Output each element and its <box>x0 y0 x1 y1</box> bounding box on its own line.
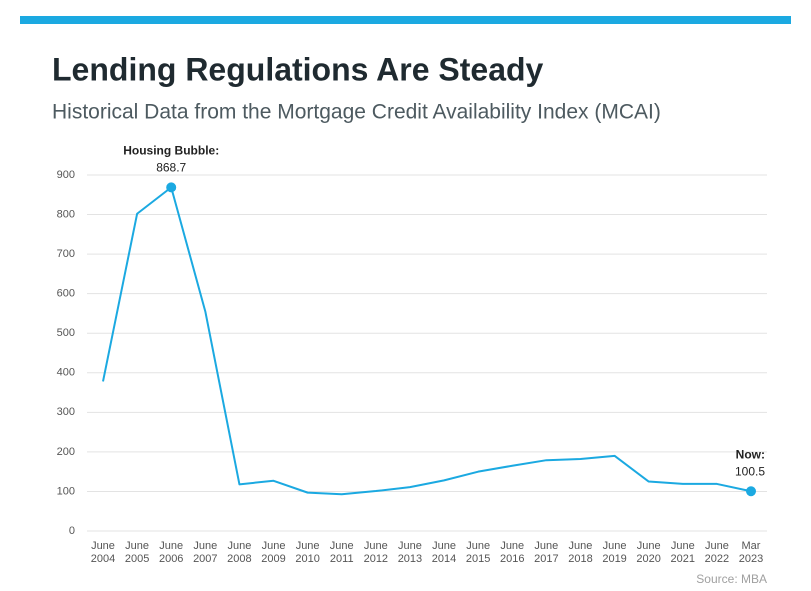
x-tick-label: June 2005 <box>124 540 150 565</box>
y-tick-label: 600 <box>57 288 75 300</box>
x-tick-label: June 2012 <box>363 540 389 565</box>
x-tick-label: June 2014 <box>431 540 457 565</box>
x-tick-label: Mar 2023 <box>738 540 764 565</box>
y-tick-label: 700 <box>57 248 75 260</box>
y-tick-label: 300 <box>57 406 75 418</box>
x-tick-label: June 2020 <box>636 540 661 565</box>
x-tick-label: June 2016 <box>500 540 525 565</box>
x-tick-label: June 2007 <box>193 540 218 565</box>
line <box>102 186 752 496</box>
y-tick-label: 200 <box>57 446 75 458</box>
x-tick-label: June 2004 <box>90 540 116 565</box>
x-tick-label: June 2011 <box>329 540 354 565</box>
y-tick-label: 100 <box>57 485 75 497</box>
annotation-label: Now: <box>736 447 765 461</box>
x-tick-label: June 2019 <box>602 540 627 565</box>
x-tick-label: June 2009 <box>261 540 286 565</box>
annotation-label: Housing Bubble: <box>123 144 219 158</box>
x-tick-label: June 2022 <box>704 540 730 565</box>
x-tick-label: June 2008 <box>227 540 252 565</box>
y-tick-label: 900 <box>57 169 75 181</box>
x-tick-label: June 2021 <box>670 540 696 565</box>
x-tick-label: June 2010 <box>295 540 320 565</box>
y-tick-label: 400 <box>57 367 75 379</box>
y-tick-label: 500 <box>57 327 75 339</box>
point-marker <box>746 486 756 497</box>
x-tick-label: June 2017 <box>534 540 559 565</box>
y-tick-label: 0 <box>69 525 75 537</box>
x-tick-label: June 2006 <box>158 540 184 565</box>
value-label: 868.7 <box>156 161 186 175</box>
value-label: 100.5 <box>735 464 765 478</box>
x-tick-label: June 2018 <box>568 540 593 565</box>
source: Source: MBA <box>696 572 767 586</box>
top-bar <box>20 16 791 24</box>
point-marker <box>166 182 177 193</box>
y-tick-label: 800 <box>57 208 75 220</box>
chart-subtitle: Historical Data from the Mortgage Credit… <box>52 101 661 124</box>
x-tick-label: June 2013 <box>397 540 423 565</box>
chart-title: Lending Regulations Are Steady <box>52 51 544 87</box>
x-tick-label: June 2015 <box>465 540 491 565</box>
